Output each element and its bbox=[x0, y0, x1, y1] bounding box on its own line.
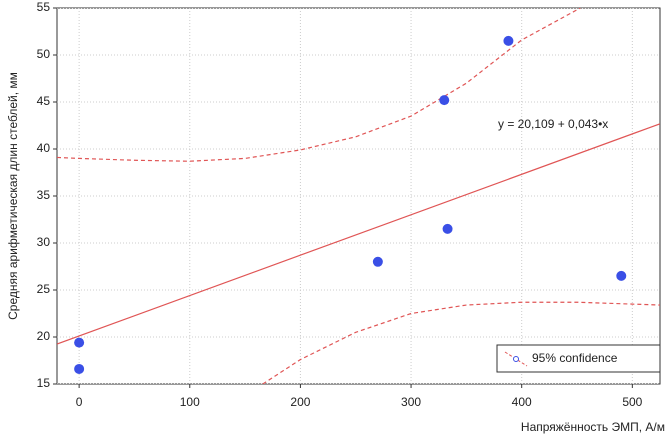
x-tick-label: 400 bbox=[512, 395, 532, 409]
legend-box bbox=[496, 344, 661, 373]
y-tick-label: 15 bbox=[37, 376, 51, 390]
x-tick-label: 300 bbox=[401, 395, 421, 409]
x-axis-label: Напряжённость ЭМП, А/м bbox=[521, 420, 665, 434]
x-tick-label: 0 bbox=[76, 395, 83, 409]
point bbox=[74, 337, 85, 348]
y-tick-label: 35 bbox=[37, 188, 51, 202]
y-tick-label: 20 bbox=[37, 329, 51, 343]
x-tick-label: 200 bbox=[290, 395, 310, 409]
x-tick-label: 100 bbox=[180, 395, 200, 409]
y-tick-label: 45 bbox=[37, 94, 51, 108]
y-tick-label: 40 bbox=[37, 141, 51, 155]
legend-label: 95% confidence bbox=[532, 351, 618, 365]
confidence-upper bbox=[57, 8, 581, 162]
x-tick-label: 500 bbox=[622, 395, 642, 409]
point bbox=[616, 270, 627, 281]
equation: y = 20,109 + 0,043•x bbox=[498, 117, 608, 131]
regression-line bbox=[57, 123, 660, 345]
point bbox=[439, 95, 450, 106]
point bbox=[74, 363, 85, 374]
plot-area bbox=[56, 7, 661, 385]
legend-symbol-line bbox=[504, 351, 528, 367]
y-tick-label: 25 bbox=[37, 282, 51, 296]
y-tick-label: 30 bbox=[37, 235, 51, 249]
legend-symbol-dot bbox=[513, 356, 519, 362]
y-tick-label: 55 bbox=[37, 0, 51, 14]
point bbox=[372, 256, 383, 267]
y-tick-label: 50 bbox=[37, 47, 51, 61]
plot-layer bbox=[57, 8, 660, 384]
confidence-lower bbox=[262, 301, 660, 384]
point bbox=[503, 35, 514, 46]
y-axis-label: Средняя арифметическая длин стеблей, мм bbox=[6, 72, 20, 320]
point bbox=[442, 223, 453, 234]
